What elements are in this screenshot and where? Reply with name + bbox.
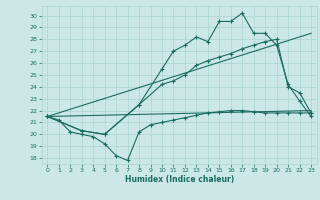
- X-axis label: Humidex (Indice chaleur): Humidex (Indice chaleur): [124, 175, 234, 184]
